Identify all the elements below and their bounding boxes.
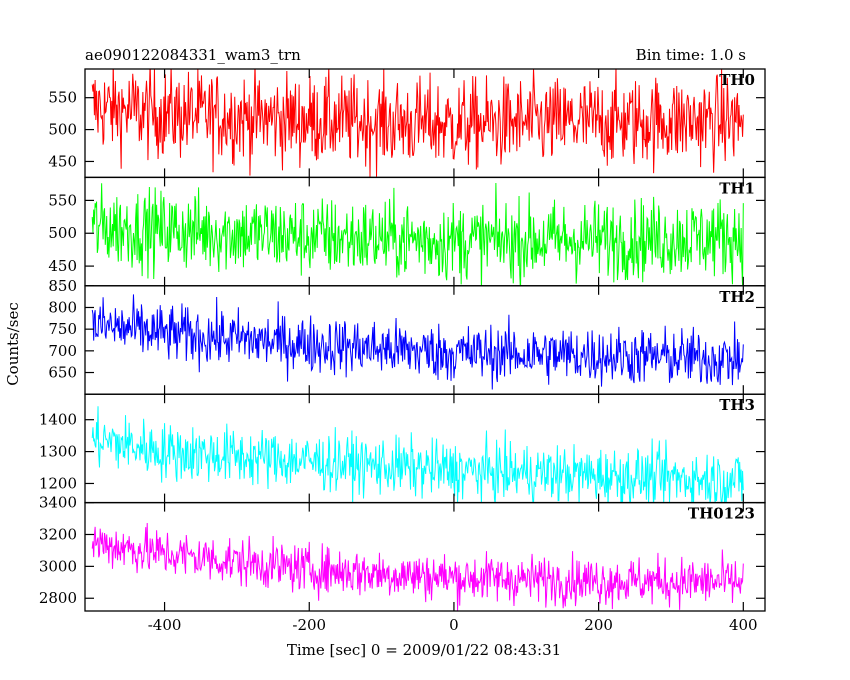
panel-label-th1: TH1	[719, 179, 755, 197]
x-tick-label: 400	[729, 616, 758, 634]
y-tick-label: 500	[48, 224, 77, 242]
y-tick-label: 3000	[39, 557, 77, 575]
x-tick-label: 0	[449, 616, 459, 634]
y-tick-label: 3200	[39, 525, 77, 543]
panel-label-th3: TH3	[719, 396, 755, 414]
series-line-th0	[91, 69, 744, 178]
panel-label-th2: TH2	[719, 288, 755, 306]
y-tick-label: 550	[48, 89, 77, 107]
y-tick-label: 750	[48, 320, 77, 338]
x-tick-label: -200	[292, 616, 326, 634]
y-tick-label: 800	[48, 298, 77, 316]
x-tick-label: -400	[148, 616, 182, 634]
series-line-th1	[91, 182, 744, 286]
y-tick-label: 500	[48, 121, 77, 139]
panel-frame-th0123	[84, 501, 766, 612]
series-line-th3	[91, 406, 744, 503]
y-tick-label: 1400	[39, 411, 77, 429]
y-tick-label: 2800	[39, 589, 77, 607]
y-tick-label: 550	[48, 191, 77, 209]
y-tick-label: 700	[48, 342, 77, 360]
y-tick-label: 1200	[39, 474, 77, 492]
y-tick-label: 450	[48, 257, 77, 275]
chart-title: ae090122084331_wam3_trn	[85, 46, 301, 64]
y-axis-label: Counts/sec	[4, 302, 22, 386]
series-line-th2	[91, 294, 744, 390]
panel-frame-th0	[84, 68, 766, 179]
y-tick-label: 650	[48, 364, 77, 382]
y-tick-label: 850	[48, 277, 77, 295]
panels-group: 450 500 550 TH0 450 500 550 TH1 650 700 750 800 850 T…	[39, 68, 766, 634]
panel-label-th0: TH0	[719, 71, 755, 89]
x-tick-label: 200	[584, 616, 613, 634]
bin-time-label: Bin time: 1.0 s	[636, 46, 746, 64]
x-axis-label: Time [sec] 0 = 2009/01/22 08:43:31	[287, 641, 561, 659]
y-tick-label: 3400	[39, 494, 77, 512]
y-tick-label: 450	[48, 152, 77, 170]
series-line-th0123	[91, 523, 744, 611]
y-tick-label: 1300	[39, 443, 77, 461]
panel-label-th0123: TH0123	[688, 505, 755, 523]
